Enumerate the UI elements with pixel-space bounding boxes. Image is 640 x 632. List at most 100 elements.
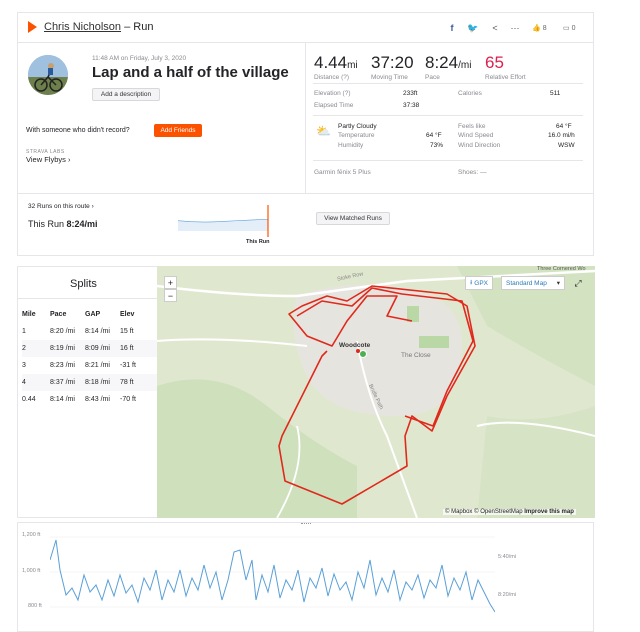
stats-divider-2 — [313, 115, 583, 116]
weather-condition: Partly Cloudy — [338, 123, 377, 130]
map-label-three-cornered: Three Cornered Wo — [537, 266, 586, 272]
collapse-arrow-icon[interactable] — [28, 21, 37, 33]
pace-elevation-chart[interactable] — [50, 530, 495, 621]
split-mile: 2 — [22, 345, 26, 352]
map-style-select[interactable]: Standard Map ▾ — [501, 276, 565, 290]
pace-unit: /mi — [458, 60, 472, 71]
facebook-icon[interactable]: f — [450, 23, 454, 33]
fullscreen-icon[interactable]: ⤢ — [574, 277, 582, 288]
split-elev: 15 ft — [120, 328, 134, 335]
calories-label: Calories — [458, 90, 482, 97]
pace-label: Pace — [425, 74, 440, 81]
map-label-the-close: The Close — [401, 352, 431, 359]
elevation-label: Elevation (?) — [314, 90, 351, 97]
elapsed-label: Elapsed Time — [314, 102, 354, 109]
comment-button[interactable]: ▭ 0 — [563, 21, 576, 35]
relative-effort-value: 65 — [485, 53, 504, 72]
more-icon[interactable]: ⋯ — [510, 22, 520, 33]
y-tick-right-1: 5:40/mi — [498, 554, 517, 560]
split-pace: 8:14 /mi — [50, 396, 75, 403]
y-tick-left-1: 1,200 ft — [22, 532, 41, 538]
activity-panel: Chris Nicholson – Run f 🐦 < ⋯ 👍 8 ▭ 0 11:4… — [17, 12, 594, 256]
split-elev: 78 ft — [120, 379, 134, 386]
view-matched-runs-button[interactable]: View Matched Runs — [316, 212, 390, 225]
twitter-icon[interactable]: 🐦 — [467, 22, 479, 33]
stats-divider-3 — [313, 160, 583, 161]
gpx-button[interactable]: ⭳ GPX — [465, 276, 494, 290]
runs-on-route-link[interactable]: 32 Runs on this route › — [28, 203, 94, 210]
this-run-summary: This Run 8:24/mi — [28, 219, 98, 229]
shoes-info: Shoes: — — [458, 169, 487, 176]
temperature-value: 64 °F — [426, 132, 442, 139]
kudos-count: 8 — [542, 24, 547, 32]
activity-header: Chris Nicholson – Run f 🐦 < ⋯ 👍 8 ▭ 0 — [18, 13, 593, 43]
split-gap: 8:18 /mi — [85, 379, 110, 386]
chevron-right-icon: › — [91, 203, 94, 210]
add-description-button[interactable]: Add a description — [92, 88, 160, 101]
partly-cloudy-icon: ⛅ — [316, 124, 331, 138]
zoom-out-button[interactable]: − — [164, 289, 177, 302]
device-name: Garmin fēnix 5 Plus — [314, 169, 371, 176]
splits-header-mile: Mile — [22, 311, 36, 318]
pace-line — [50, 539, 495, 613]
splits-header-row: Mile Pace GAP Elev — [22, 306, 157, 323]
table-row: 0.44 8:14 /mi 8:43 /mi -70 ft — [22, 391, 157, 408]
runs-on-route-label: 32 Runs on this route — [28, 203, 90, 210]
caret-down-icon: ▾ — [556, 280, 560, 287]
distance-value: 4.44 — [314, 53, 348, 72]
avatar[interactable] — [28, 55, 68, 95]
table-row: 4 8:37 /mi 8:18 /mi 78 ft — [22, 374, 157, 391]
improve-map-link[interactable]: Improve this map — [524, 509, 574, 515]
table-row: 3 8:23 /mi 8:21 /mi -31 ft — [22, 357, 157, 374]
title-separator: – — [121, 21, 134, 33]
moving-time-value: 37:20 — [371, 53, 414, 72]
split-mile: 3 — [22, 362, 26, 369]
y-tick-right-2: 8:20/mi — [498, 592, 517, 598]
map-style-label: Standard Map — [506, 279, 547, 287]
stat-relative-effort[interactable]: 65 Relative Effort — [485, 53, 526, 81]
this-run-pace: 8:24/mi — [66, 219, 98, 229]
split-elev: -70 ft — [120, 396, 136, 403]
split-mile: 1 — [22, 328, 26, 335]
share-icon[interactable]: < — [492, 23, 498, 33]
shoes-value: — — [480, 169, 487, 176]
split-mile: 0.44 — [22, 396, 36, 403]
elapsed-value: 37:38 — [403, 102, 420, 109]
view-flybys-label: View Flybys — [26, 155, 66, 164]
stat-moving-time: 37:20 Moving Time — [371, 53, 414, 81]
wind-speed-label: Wind Speed — [458, 132, 494, 139]
humidity-label: Humidity — [338, 142, 364, 149]
wind-speed-value: 16.0 mi/h — [548, 132, 575, 139]
comment-count: 0 — [571, 24, 576, 32]
someone-prompt: With someone who didn't record? — [26, 127, 130, 134]
kudos-button[interactable]: 👍 8 — [532, 21, 547, 35]
y-tick-left-2: 1,000 ft — [22, 568, 41, 574]
splits-divider — [18, 298, 157, 299]
sparkline-this-run-label: This Run — [246, 239, 270, 245]
calories-value: 511 — [550, 90, 561, 97]
analysis-panel — [17, 522, 594, 632]
stat-pace: 8:24/mi Pace — [425, 53, 471, 81]
activity-type: Run — [133, 21, 154, 33]
split-gap: 8:14 /mi — [85, 328, 110, 335]
table-row: 1 8:20 /mi 8:14 /mi 15 ft — [22, 323, 157, 340]
strava-labs-label: STRAVA LABS — [26, 149, 65, 155]
y-tick-left-3: 800 ft — [28, 603, 42, 609]
drag-handle[interactable] — [301, 523, 311, 526]
humidity-value: 73% — [430, 142, 444, 149]
chevron-right-icon: › — [67, 155, 71, 164]
pace-value: 8:24 — [425, 53, 459, 72]
elevation-value: 233ft — [403, 90, 418, 97]
athlete-link[interactable]: Chris Nicholson — [44, 21, 122, 33]
split-pace: 8:19 /mi — [50, 345, 75, 352]
split-gap: 8:21 /mi — [85, 362, 110, 369]
feels-like-value: 64 °F — [556, 123, 572, 130]
map-label-woodcote: Woodcote — [339, 342, 371, 349]
view-flybys-link[interactable]: View Flybys › — [26, 155, 70, 164]
activity-datetime: 11:48 AM on Friday, July 3, 2020 — [92, 55, 187, 62]
add-friends-button[interactable]: Add Friends — [154, 124, 202, 137]
split-gap: 8:09 /mi — [85, 345, 110, 352]
zoom-in-button[interactable]: + — [164, 276, 177, 289]
route-map[interactable]: + − Woodcote The Close Bridle Path Stoke… — [157, 266, 595, 518]
activity-title: Lap and a half of the village — [92, 64, 289, 81]
